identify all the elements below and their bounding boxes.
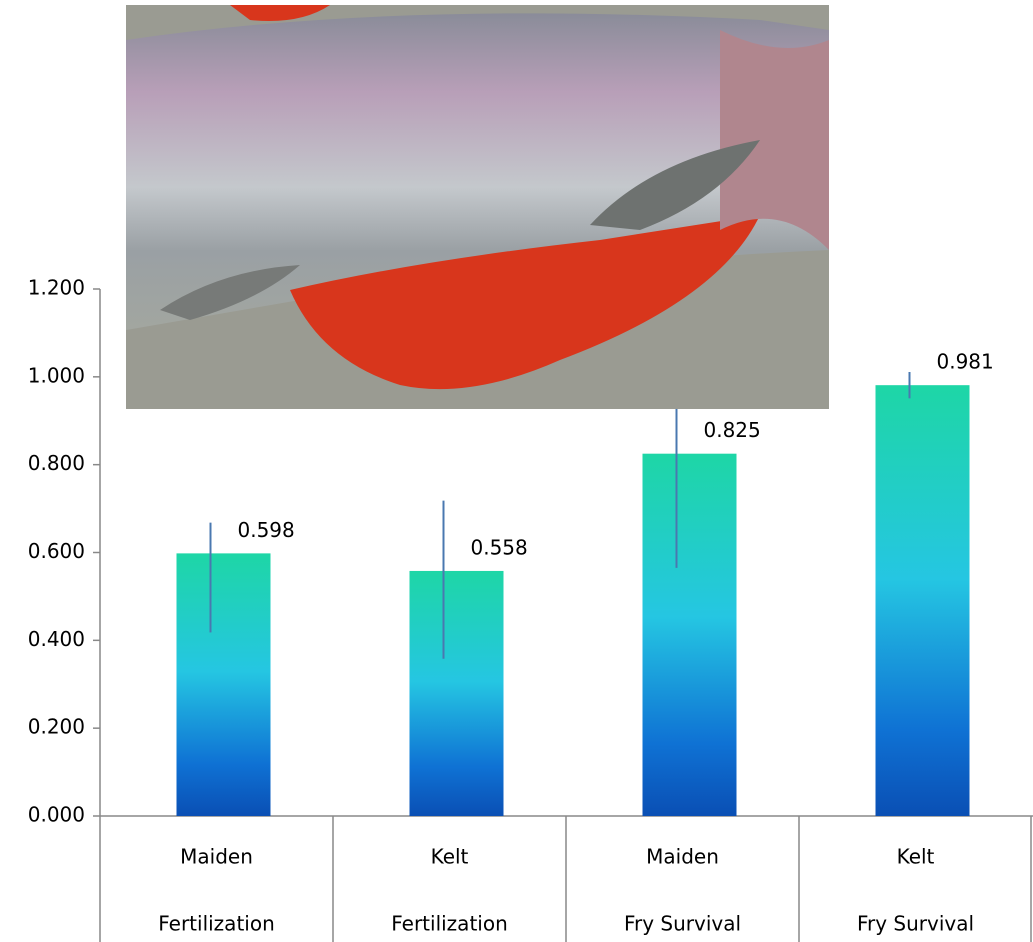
x-group-label: Fry Survival [857, 912, 974, 936]
bar [642, 453, 737, 816]
y-tick-label: 0.200 [28, 715, 85, 739]
photo [126, 5, 829, 409]
plot-area: 0.000 0.200 0.400 0.600 0.800 1.000 1.200 Maide… [28, 276, 1033, 942]
bar [176, 553, 271, 816]
y-tick-label: 1.200 [28, 276, 85, 300]
x-tick-label: Maiden [646, 845, 719, 869]
data-label: 0.558 [471, 535, 528, 559]
data-label: 0.825 [704, 418, 761, 442]
x-tick-label: Kelt [431, 845, 469, 869]
y-tick-label: 0.600 [28, 539, 85, 563]
y-tick-label: 0.800 [28, 451, 85, 475]
x-group-label: Fertilization [158, 912, 275, 936]
y-tick-label: 0.000 [28, 803, 85, 827]
data-label: 0.598 [238, 518, 295, 542]
y-tick-label: 0.400 [28, 627, 85, 651]
x-group-label: Fertilization [391, 912, 508, 936]
bar [409, 570, 504, 816]
bar [875, 385, 970, 816]
x-group-label: Fry Survival [624, 912, 741, 936]
x-tick-label: Maiden [180, 845, 253, 869]
y-tick-label: 1.000 [28, 363, 85, 387]
data-label: 0.981 [937, 350, 994, 374]
x-tick-label: Kelt [897, 845, 935, 869]
